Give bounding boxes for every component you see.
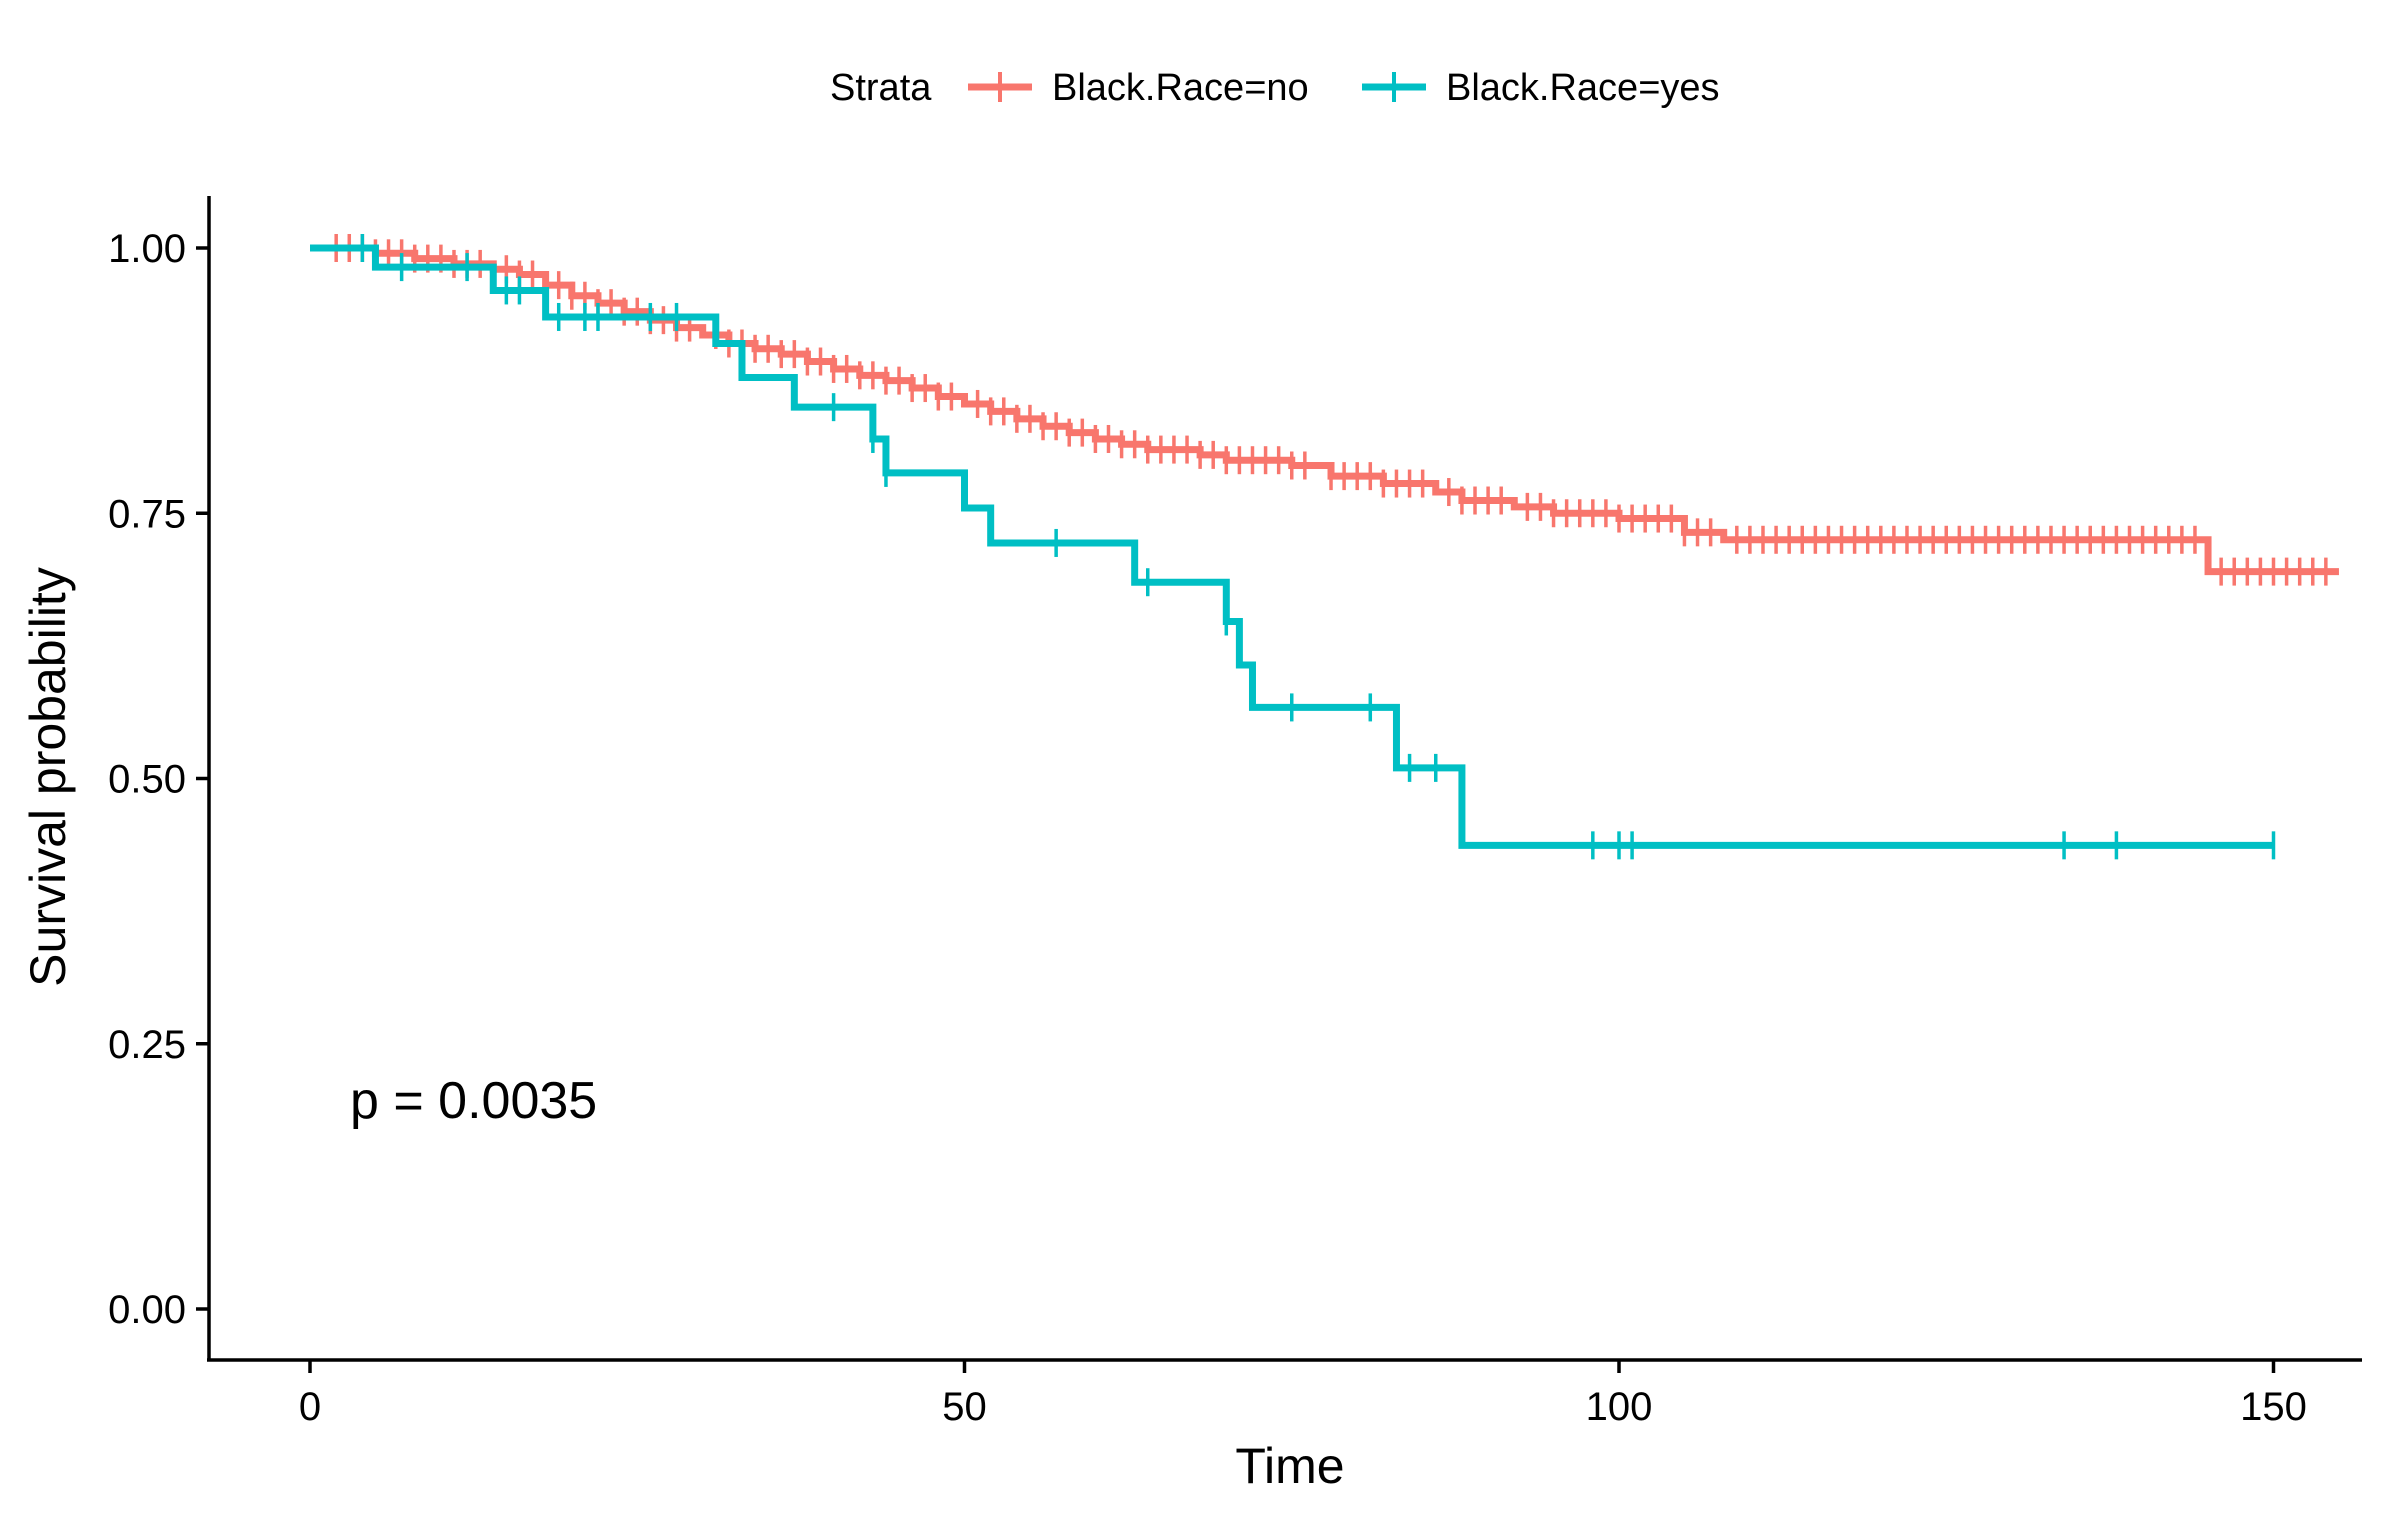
legend-label-yes: Black.Race=yes [1446, 67, 1720, 109]
legend-title: Strata [830, 67, 932, 109]
series-black-race-no [310, 234, 2339, 586]
survival-curve [310, 244, 2274, 849]
y-ticks: 0.00 0.25 0.50 0.75 1.00 [108, 227, 209, 1332]
legend: Strata Black.Race=no Black.Race=yes [830, 67, 1720, 109]
x-axis-title: Time [1235, 1438, 1344, 1494]
legend-label-no: Black.Race=no [1052, 67, 1309, 109]
y-tick-label: 1.00 [108, 227, 186, 271]
y-tick-label: 0.75 [108, 492, 186, 536]
x-ticks: 0 50 100 150 [299, 1360, 2307, 1429]
series-black-race-yes [310, 234, 2276, 860]
y-axis-title: Survival probability [20, 567, 76, 987]
series-layer [310, 234, 2339, 860]
x-tick-label: 50 [942, 1385, 987, 1429]
survival-curve [310, 244, 2339, 576]
y-tick-label: 0.25 [108, 1023, 186, 1067]
x-tick-label: 100 [1586, 1385, 1653, 1429]
p-value-annotation: p = 0.0035 [350, 1072, 597, 1130]
y-tick-label: 0.00 [108, 1288, 186, 1332]
x-tick-label: 0 [299, 1385, 321, 1429]
y-tick-label: 0.50 [108, 758, 186, 802]
x-tick-label: 150 [2240, 1385, 2307, 1429]
